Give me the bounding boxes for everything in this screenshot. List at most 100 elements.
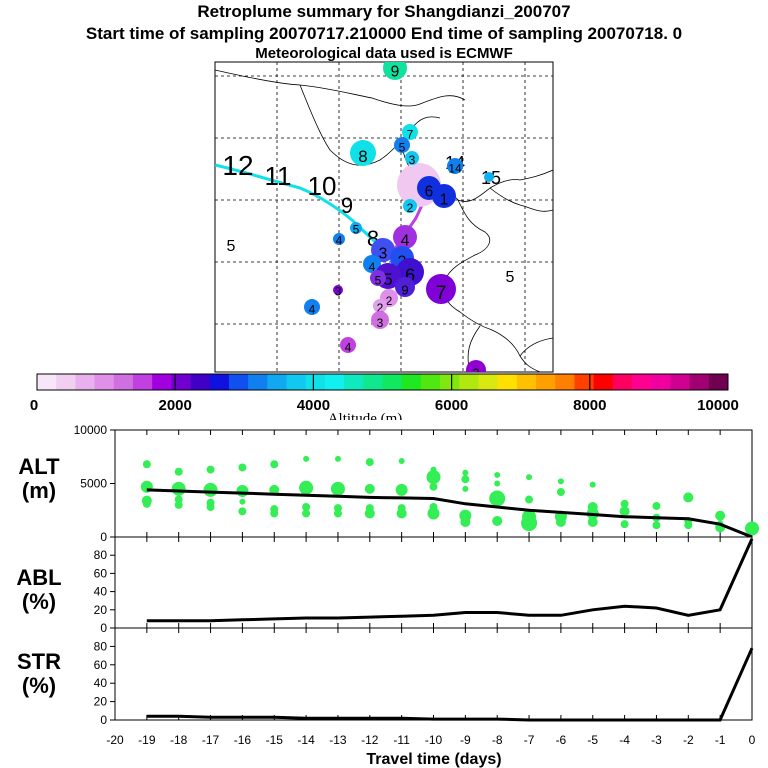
altitude-point [396,508,407,519]
map-day-label: 12 [222,150,253,181]
plume-marker-label: 4 [345,341,352,355]
plume-marker [484,172,494,182]
altitude-point [492,515,503,526]
plume-marker-label: 4 [309,303,316,317]
colorbar-segment [612,374,633,390]
plume-marker [426,274,456,304]
x-tick-label: -16 [234,733,252,747]
altitude-point [589,481,596,488]
abl-panel: 0 20 40 60 80 [94,536,754,635]
colorbar-segment [56,374,76,390]
y-tick-label: 0 [100,713,107,727]
altitude-point [429,482,438,491]
x-tick-label: -14 [297,733,315,747]
plume-marker-label: 5 [383,270,392,289]
altitude-point [526,474,533,481]
colorbar-segment [420,374,441,390]
x-tick-label: -4 [619,733,630,747]
plume-marker-label: 2 [377,301,384,315]
colorbar-segment [651,374,671,390]
altitude-point [269,484,280,495]
plume-marker-label: 6 [405,265,415,285]
sampling-time-subtitle: Start time of sampling 20070717.210000 E… [85,24,683,43]
altitude-point [238,463,247,472]
plume-marker-label: 9 [401,283,408,298]
map-gridlines [215,62,553,372]
plume-marker [405,151,419,165]
colorbar-segment [555,374,575,390]
plume-marker-label: 6 [425,183,434,200]
plume-marker-label: 2 [472,366,479,381]
y-tick-label: 60 [94,566,108,580]
plume-marker-label: 3 [377,316,384,330]
plume-marker [371,238,395,262]
colorbar-segment [190,374,211,390]
str-series-line [146,647,754,722]
x-tick-label: -6 [556,733,567,747]
plume-marker-label: 4 [336,234,343,248]
colorbar-segment [670,374,691,390]
colorbar-segment [209,374,230,390]
altitude-point [364,483,375,494]
plume-marker [432,184,456,208]
colorbar-segment [37,374,57,390]
colorbar-segment [574,374,595,390]
colorbar-segment [708,374,729,390]
altitude-point [206,503,215,512]
colorbar-segment [459,374,479,390]
altitude-point [494,471,501,478]
plume-marker [371,311,389,329]
colorbar-segment [632,374,652,390]
altitude-point [460,517,471,528]
y-tick-label: 20 [94,695,108,709]
x-tick-label: -12 [361,733,379,747]
altitude-point [334,455,341,462]
altitude-point [745,521,759,536]
plume-marker-label: 2 [407,201,414,215]
colorbar-segment [593,374,614,390]
plume-marker-label: 1 [440,191,449,208]
plume-marker [394,137,410,153]
altitude-point [174,467,183,476]
plume-marker [333,233,345,245]
altitude-colorbar [36,373,729,391]
altitude-point [426,470,441,485]
colorbar-segment [363,374,383,390]
altitude-point [494,480,501,487]
altitude-point [619,506,630,517]
colorbar-segment [689,374,710,390]
colorbar-tick-label: 2000 [159,397,192,414]
plume-marker [403,199,417,213]
altitude-point [206,465,215,474]
plume-marker-label: 4 [401,232,410,249]
colorbar-tick-label: 10000 [697,397,739,414]
colorbar-segment [344,374,364,390]
y-tick-label: 0 [100,621,107,635]
plume-marker-label: 3 [409,153,416,167]
altitude-point [203,482,218,497]
plume-markers: 6114975382544324659527342342 [304,62,494,381]
altitude-point [303,455,310,462]
colorbar-segment [171,374,191,390]
y-tick-label: 10000 [74,423,108,437]
colorbar-segment [440,374,460,390]
colorbar-segment [536,374,556,390]
retroplume-map: 121110987551514 611497538254432465952734… [30,61,739,420]
str-plot-frame [114,627,753,721]
plume-marker-label: 4 [369,260,376,274]
plume-marker-label: 7 [407,128,414,142]
x-tick-label: -18 [170,733,188,747]
colorbar-tick-label: 0 [30,397,38,414]
altitude-point [715,510,726,521]
altitude-point [684,521,693,530]
y-tick-label: 40 [94,585,108,599]
colorbar-segment [267,374,287,390]
chart-title: Retroplume summary for Shangdianzi_20070… [197,2,571,21]
plume-marker-label: 9 [391,63,400,80]
colorbar-segment [75,374,95,390]
plume-marker-label: 3 [379,245,388,262]
colorbar-segment [132,374,153,390]
plume-marker-label: 5 [399,141,406,155]
colorbar-segment [516,374,537,390]
